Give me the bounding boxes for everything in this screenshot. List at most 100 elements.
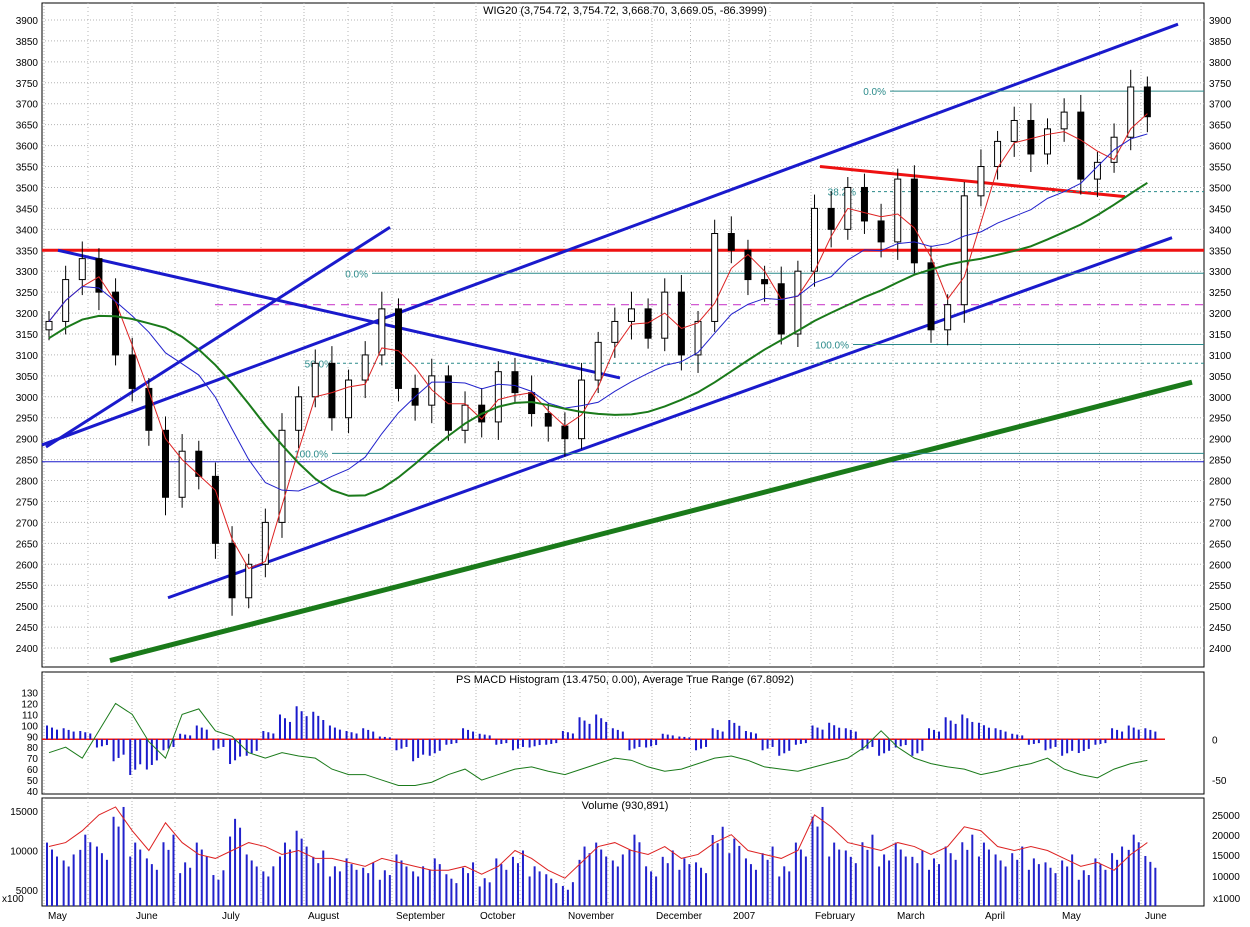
volume-bar [89,842,92,906]
volume-bar [987,849,990,906]
lower-channel-line [167,236,1173,600]
candle-body [927,262,935,331]
volume-bar [388,875,391,906]
month-label: May [48,911,67,922]
volume-bar [1144,855,1147,906]
macd-bar [89,733,92,740]
candle-body [145,387,153,431]
macd-bar [928,728,931,740]
macd-bar [395,739,398,751]
macd-bar [583,720,586,740]
macd-bar [683,736,686,740]
macd-bar [999,729,1002,740]
volume-bar [500,864,503,906]
price-tick-right: 3100 [1209,351,1232,362]
volume-bar [84,834,87,906]
price-tick-left: 3750 [16,79,39,90]
price-tick-right: 3600 [1209,142,1232,153]
volume-bar [528,876,531,906]
macd-bar [733,722,736,740]
volume-bar [495,858,498,906]
price-tick-left: 2600 [16,560,39,571]
volume-tick-left: 5000 [16,886,39,897]
macd-bar [179,733,182,740]
price-tick-right: 2850 [1209,456,1232,467]
volume-bar [761,853,764,906]
volume-bar [200,849,203,906]
macd-bar [189,735,192,740]
macd-tick-right: -50 [1212,776,1227,787]
volume-bar [155,869,158,906]
volume-bar [645,866,648,906]
macd-bar [916,739,919,754]
macd-bar [212,739,215,751]
macd-bar [417,739,420,758]
volume-bar [861,842,864,906]
volume-bar [661,856,664,906]
volume-bar [112,816,115,906]
macd-bar [488,735,491,740]
macd-bar [550,739,553,744]
price-tick-left: 2950 [16,414,39,425]
macd-bar [95,739,98,748]
macd-bar [72,731,75,740]
macd-bar [738,725,741,740]
candle-body [494,371,502,423]
macd-bar [322,720,325,740]
volume-bar [295,830,298,906]
macd-bar [799,739,802,744]
macd-bar [250,739,253,754]
macd-bar [317,715,320,740]
candle-body [1010,119,1018,142]
volume-bar [1099,864,1102,906]
macd-bar [1121,731,1124,740]
volume-bar [928,869,931,906]
month-label: November [568,911,615,922]
candle-body [827,207,835,230]
macd-bar [150,739,153,765]
macd-bar [754,733,757,740]
price-tick-left: 3550 [16,163,39,174]
candle-body [977,166,985,197]
volume-bar [766,859,769,906]
volume-bar [134,842,137,906]
macd-bar [871,739,874,747]
volume-bar [1011,853,1014,906]
volume-bar [849,856,852,906]
macd-bar [721,731,724,740]
macd-bar [821,729,824,740]
macd-bar [700,739,703,749]
macd-bar [472,731,475,740]
volume-bar [621,854,624,906]
candle-body [1143,86,1151,118]
macd-bar [445,739,448,745]
macd-bar [555,739,558,744]
volume-bar [883,854,886,906]
volume-bar [1021,846,1024,906]
fib-label: 50.0% [305,359,333,370]
price-tick-right: 3350 [1209,246,1232,257]
volume-bar [871,834,874,906]
candle-body [461,404,469,431]
volume-bar [312,856,315,906]
volume-bar [511,856,514,906]
macd-bar [716,729,719,740]
macd-bar [861,739,864,751]
volume-bar [445,874,448,906]
price-tick-left: 3350 [16,246,39,257]
candle-body [877,220,885,243]
volume-bar [100,853,103,906]
macd-bar [195,725,198,740]
macd-bar [949,720,952,740]
volume-bar [904,856,907,906]
price-tick-left: 3850 [16,37,39,48]
volume-bar [666,863,669,906]
macd-bar [766,739,769,749]
macd-bar [533,739,536,747]
candle-body [211,475,219,544]
volume-bar [521,850,524,906]
volume-bar [628,849,631,906]
month-label: October [480,911,516,922]
